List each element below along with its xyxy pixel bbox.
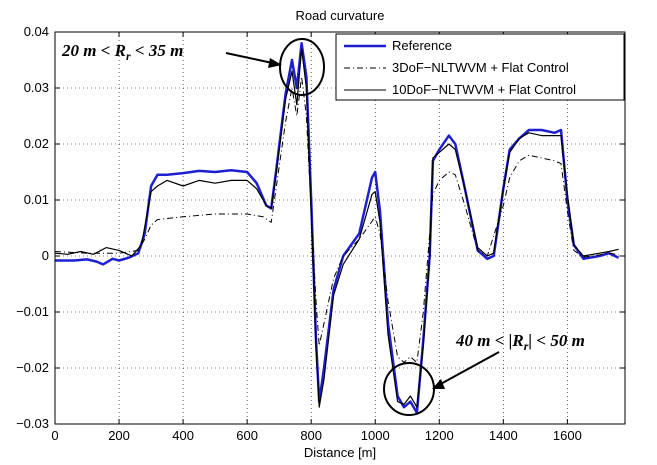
annotation-circle-top: [279, 38, 325, 96]
x-tick-label: 800: [300, 428, 322, 443]
chart-title: Road curvature: [296, 8, 385, 23]
annotation-arrow-bottom: [436, 351, 500, 387]
series-line-1: [54, 76, 619, 363]
y-tick-label: 0: [42, 248, 49, 263]
x-tick-label: 1200: [425, 428, 454, 443]
y-tick-label: 0.01: [24, 192, 49, 207]
plot-frame: [54, 31, 626, 425]
annotation-text-bottom: 40 m < |Rr| < 50 m: [455, 331, 585, 353]
x-tick-label: 1400: [489, 428, 518, 443]
y-tick-label: 0.04: [24, 24, 49, 39]
x-tick-label: 400: [172, 428, 194, 443]
x-tick-label: 600: [236, 428, 258, 443]
x-tick-label: 1600: [553, 428, 582, 443]
series-line-2: [54, 48, 619, 408]
legend: Reference 3DoF−NLTWVM + Flat Control 10D…: [335, 33, 625, 101]
x-axis-label: Distance [m]: [304, 445, 376, 460]
legend-label-reference: Reference: [392, 38, 452, 53]
annotation-text-top: 20 m < Rr < 35 m: [61, 41, 183, 63]
x-tick-label: 1000: [361, 428, 390, 443]
annotation-arrowhead-bottom: [432, 379, 445, 389]
annotation-arrowhead-top: [268, 58, 282, 68]
annotation-circle-bottom: [383, 362, 435, 416]
legend-label-3dof: 3DoF−NLTWVM + Flat Control: [392, 60, 569, 75]
y-tick-label: −0.01: [16, 304, 49, 319]
annotation-bottom: 40 m < |Rr| < 50 m: [383, 331, 585, 416]
y-tick-label: −0.02: [16, 360, 49, 375]
series-layer: [54, 41, 620, 415]
x-tick-label: 200: [108, 428, 130, 443]
y-tick-label: 0.02: [24, 136, 49, 151]
y-tick-label: −0.03: [16, 416, 49, 431]
ticks: 0 200 400 600 800 1000 1200 1400 1600 −0.03 −0.02 −…: [16, 24, 625, 443]
annotation-arrow-top: [225, 52, 278, 65]
x-tick-label: 0: [51, 428, 58, 443]
annotation-top: 20 m < Rr < 35 m: [61, 38, 325, 96]
y-tick-label: 0.03: [24, 80, 49, 95]
legend-label-10dof: 10DoF−NLTWVM + Flat Control: [392, 82, 576, 97]
